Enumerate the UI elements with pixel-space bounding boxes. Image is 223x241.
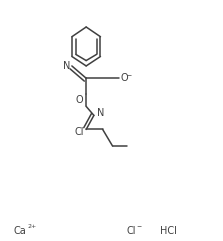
Text: 2+: 2+ — [27, 224, 36, 228]
Text: Cl: Cl — [75, 127, 85, 137]
Text: Cl: Cl — [127, 226, 136, 236]
Text: HCl: HCl — [160, 226, 177, 236]
Text: −: − — [136, 224, 141, 228]
Text: N: N — [63, 61, 70, 71]
Text: O: O — [76, 95, 84, 105]
Text: −: − — [126, 73, 132, 78]
Text: Ca: Ca — [14, 226, 26, 236]
Text: O: O — [120, 73, 128, 83]
Text: N: N — [97, 108, 105, 118]
